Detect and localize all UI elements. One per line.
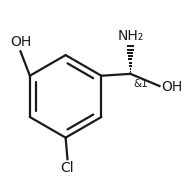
Text: Cl: Cl <box>61 161 74 175</box>
Text: OH: OH <box>161 80 183 94</box>
Text: &1: &1 <box>134 79 149 88</box>
Text: NH₂: NH₂ <box>117 29 144 43</box>
Text: OH: OH <box>10 35 31 48</box>
